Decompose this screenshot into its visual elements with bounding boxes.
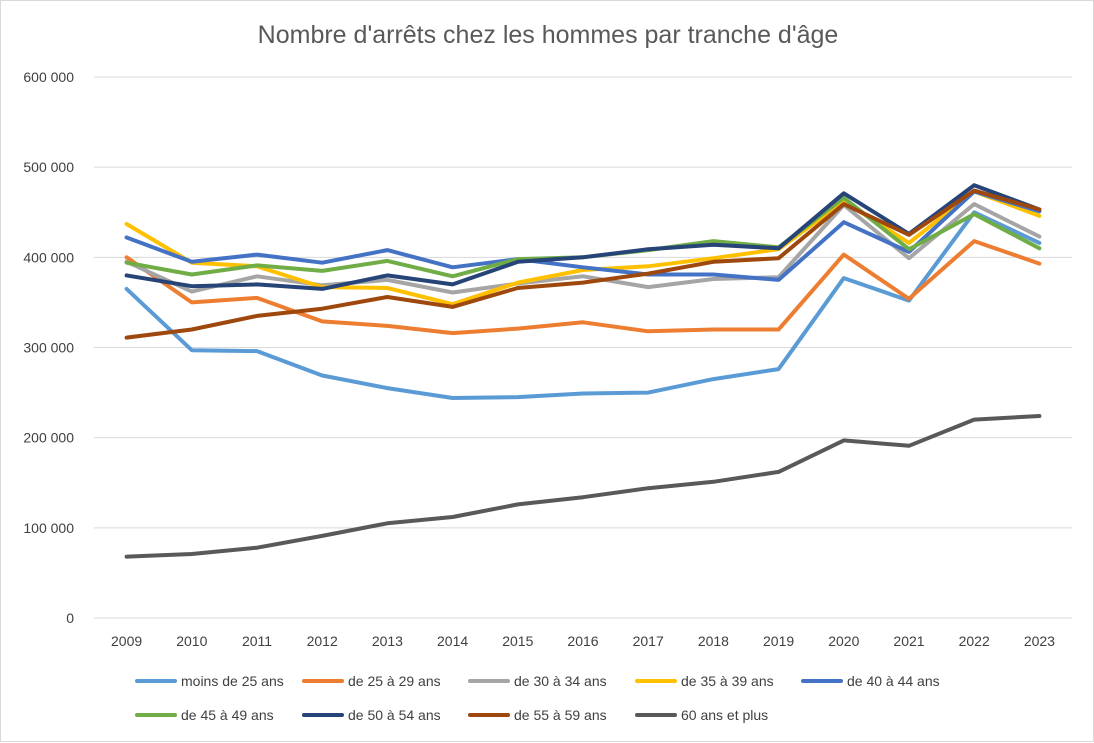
- x-axis-tick-labels: 2009 2010 2011 2012 2013 2014 2015 2016 2017 2018…: [111, 633, 1055, 649]
- series-line: [124, 188, 1042, 340]
- x-tick-label: 2021: [893, 633, 924, 649]
- series-line: [124, 239, 1042, 336]
- y-tick-label: 100 000: [23, 520, 74, 536]
- x-tick-label: 2012: [307, 633, 338, 649]
- legend-label: de 30 à 34 ans: [514, 673, 607, 689]
- y-tick-label: 500 000: [23, 159, 74, 175]
- y-tick-label: 0: [66, 610, 74, 626]
- x-tick-label: 2015: [502, 633, 533, 649]
- y-axis-tick-labels: 0 100 000 200 000 300 000 400 000 500 000 600 …: [23, 69, 74, 626]
- y-tick-label: 300 000: [23, 340, 74, 356]
- x-tick-label: 2018: [698, 633, 729, 649]
- x-tick-label: 2009: [111, 633, 142, 649]
- x-tick-label: 2022: [959, 633, 990, 649]
- legend-label: de 55 à 59 ans: [514, 707, 607, 723]
- series-line: [124, 414, 1042, 559]
- x-tick-label: 2019: [763, 633, 794, 649]
- y-tick-label: 600 000: [23, 69, 74, 85]
- legend-label: de 40 à 44 ans: [847, 673, 940, 689]
- series-line: [124, 189, 1042, 307]
- legend-label: de 35 à 39 ans: [681, 673, 774, 689]
- series-line: [124, 210, 1042, 400]
- series-line: [124, 183, 1042, 291]
- gridlines: [94, 76, 1072, 619]
- x-tick-label: 2014: [437, 633, 468, 649]
- legend: moins de 25 ans de 25 à 29 ans de 30 à 34 …: [135, 673, 940, 723]
- x-tick-label: 2011: [242, 633, 272, 649]
- y-tick-label: 200 000: [23, 430, 74, 446]
- legend-label: 60 ans et plus: [681, 707, 768, 723]
- legend-label: moins de 25 ans: [181, 673, 284, 689]
- legend-label: de 50 à 54 ans: [348, 707, 441, 723]
- x-tick-label: 2010: [176, 633, 207, 649]
- legend-label: de 45 à 49 ans: [181, 707, 274, 723]
- x-tick-label: 2016: [567, 633, 598, 649]
- x-tick-label: 2013: [372, 633, 403, 649]
- series-lines: [124, 183, 1042, 559]
- y-tick-label: 400 000: [23, 249, 74, 265]
- x-tick-label: 2020: [828, 633, 859, 649]
- series-line: [124, 189, 1042, 282]
- x-tick-label: 2017: [633, 633, 664, 649]
- legend-label: de 25 à 29 ans: [348, 673, 441, 689]
- x-tick-label: 2023: [1024, 633, 1055, 649]
- chart-title: Nombre d'arrêts chez les hommes par tran…: [258, 21, 839, 49]
